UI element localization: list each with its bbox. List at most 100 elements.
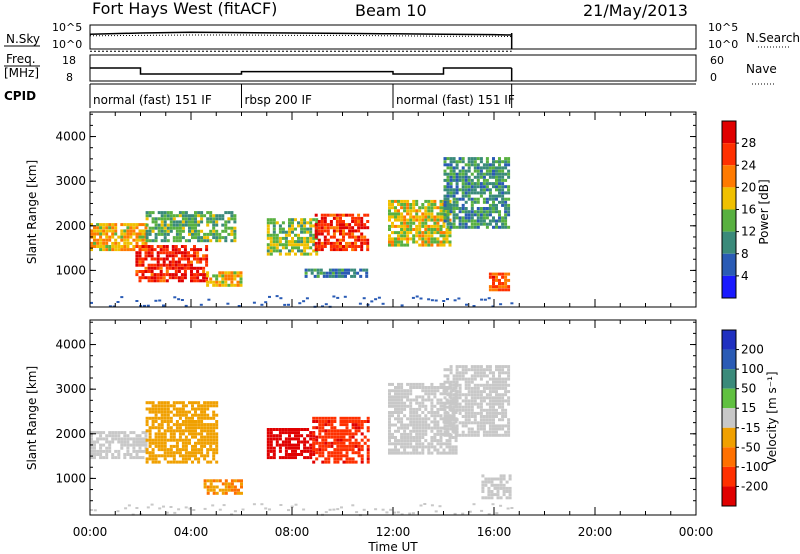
- echo-cell: [284, 446, 288, 450]
- echo-cell: [269, 440, 273, 444]
- echo-region-4: [312, 416, 370, 464]
- echo-cell: [365, 274, 369, 278]
- echo-cell: [464, 194, 468, 198]
- echo-cell: [148, 438, 152, 442]
- echo-cell: [324, 457, 328, 461]
- echo-cell: [206, 423, 210, 427]
- echo-cell: [126, 232, 130, 236]
- echo-cell: [96, 229, 100, 233]
- echo-cell: [272, 233, 276, 237]
- echo-cell: [415, 439, 419, 443]
- echo-cell: [430, 224, 434, 228]
- echo-cell: [409, 451, 413, 455]
- echo-cell: [154, 232, 158, 236]
- echo-cell: [443, 405, 447, 409]
- echo-cell: [400, 395, 404, 399]
- echo-cell: [443, 421, 447, 425]
- echo-cell: [461, 374, 465, 378]
- echo-cell: [439, 429, 443, 433]
- noise-right-label: N.Search: [746, 31, 800, 45]
- echo-cell: [294, 243, 297, 247]
- echo-cell: [446, 216, 450, 220]
- echo-cell: [339, 248, 342, 252]
- colorbar-frame: [721, 329, 737, 507]
- echo-cell: [141, 229, 145, 233]
- echo-cell: [400, 420, 404, 424]
- echo-cell: [312, 444, 316, 448]
- echo-cell: [297, 428, 300, 431]
- echo-cell: [330, 423, 334, 427]
- echo-cell: [96, 241, 100, 245]
- echo-cell: [224, 283, 228, 287]
- echo-cell: [310, 271, 314, 275]
- echo-cell: [391, 199, 394, 203]
- echo-cell: [455, 371, 459, 375]
- echo-cell: [397, 215, 400, 219]
- echo-cell: [138, 245, 142, 248]
- echo-cell: [288, 230, 291, 234]
- echo-cell: [452, 393, 456, 397]
- echo-cell: [403, 199, 407, 203]
- colorbar-tick-label: -50: [741, 440, 761, 454]
- echo-cell: [501, 166, 505, 170]
- echo-cell: [504, 365, 508, 369]
- echo-cell: [315, 218, 319, 222]
- echo-cell: [499, 480, 503, 484]
- echo-cell: [288, 443, 291, 447]
- echo-cell: [166, 410, 170, 414]
- echo-cell: [476, 433, 480, 437]
- echo-cell: [403, 389, 407, 393]
- echo-cell: [342, 223, 345, 227]
- echo-cell: [439, 414, 443, 418]
- echo-cell: [206, 454, 210, 458]
- echo-cell: [209, 416, 213, 420]
- echo-cell: [93, 235, 96, 239]
- echo-cell: [178, 429, 182, 433]
- clutter-cell: [340, 506, 343, 509]
- echo-cell: [320, 232, 324, 236]
- echo-cell: [190, 279, 193, 283]
- echo-cell: [288, 431, 291, 435]
- echo-cell: [102, 232, 106, 236]
- echo-cell: [415, 215, 419, 219]
- echo-cell: [105, 232, 109, 236]
- echo-cell: [148, 441, 152, 445]
- echo-cell: [154, 239, 158, 243]
- clutter-cell: [207, 298, 211, 301]
- echo-cell: [492, 390, 495, 394]
- echo-cell: [169, 444, 173, 448]
- echo-cell: [507, 285, 511, 289]
- echo-cell: [391, 404, 394, 408]
- echo-cell: [196, 266, 200, 270]
- echo-cell: [470, 427, 474, 431]
- echo-cell: [188, 401, 191, 405]
- echo-cell: [339, 454, 343, 458]
- echo-cell: [90, 223, 93, 227]
- echo-cell: [184, 451, 188, 455]
- echo-cell: [221, 283, 225, 287]
- echo-cell: [300, 218, 304, 222]
- clutter-cell: [184, 506, 188, 509]
- clutter-cell: [260, 303, 264, 306]
- echo-cell: [90, 431, 93, 435]
- echo-cell: [449, 169, 453, 173]
- echo-cell: [351, 416, 355, 420]
- echo-cell: [446, 163, 450, 167]
- echo-cell: [345, 223, 348, 227]
- echo-cell: [123, 229, 127, 233]
- echo-cell: [421, 386, 425, 389]
- echo-cell: [269, 443, 273, 447]
- echo-cell: [403, 395, 407, 399]
- echo-cell: [181, 429, 185, 433]
- echo-cell: [230, 488, 234, 492]
- echo-cell: [141, 273, 145, 277]
- echo-cell: [157, 448, 161, 452]
- echo-cell: [269, 221, 273, 225]
- echo-cell: [266, 249, 270, 253]
- echo-cell: [323, 216, 327, 220]
- echo-cell: [218, 232, 222, 236]
- echo-cell: [495, 272, 498, 276]
- echo-cell: [230, 479, 234, 483]
- echo-cell: [397, 442, 400, 446]
- echo-cell: [348, 441, 352, 445]
